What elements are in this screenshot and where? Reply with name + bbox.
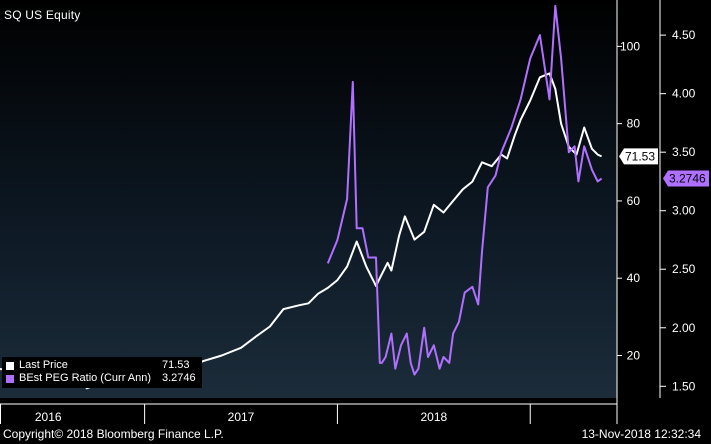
plot-background	[0, 0, 617, 398]
legend-value: 3.2746	[162, 372, 196, 384]
x-tick-label: 2017	[228, 410, 255, 424]
tag-shape	[663, 170, 709, 187]
tag-shape	[619, 148, 658, 165]
last-price-tag: 71.53	[619, 148, 658, 165]
y-right-tick-label: 3.50	[672, 145, 696, 159]
legend-swatch-peg-ratio	[6, 374, 14, 383]
legend-item-peg-ratio: BEst PEG Ratio (Curr Ann) 3.2746	[6, 372, 196, 385]
legend-label: BEst PEG Ratio (Curr Ann)	[19, 372, 152, 384]
y-right-tick-label: 4.50	[672, 28, 696, 42]
copyright-text: Copyright© 2018 Bloomberg Finance L.P.	[3, 427, 224, 441]
x-tick-label: 2018	[420, 410, 447, 424]
peg-ratio-tag: 3.2746	[663, 170, 709, 187]
y-left-tick-label: 100	[620, 39, 640, 53]
timestamp-text: 13-Nov-2018 12:32:34	[581, 427, 701, 441]
y-right-tick-label: 2.50	[672, 262, 696, 276]
y-right-tick-label: 2.00	[672, 321, 696, 335]
y-right-tick-label: 4.00	[672, 87, 696, 101]
legend-value: 71.53	[162, 359, 190, 371]
series-line-peg-ratio	[326, 4, 603, 376]
legend: Last Price 71.53 BEst PEG Ratio (Curr An…	[2, 357, 202, 388]
tag-label: 3.2746	[669, 172, 706, 186]
tag-label: 71.53	[625, 149, 655, 163]
chart-title: SQ US Equity	[4, 8, 81, 22]
y-left-tick-label: 60	[627, 194, 641, 208]
legend-item-last-price: Last Price 71.53	[6, 359, 196, 372]
y-left-tick-label: 80	[627, 117, 641, 131]
y-right-tick-label: 3.00	[672, 204, 696, 218]
y-right-tick-label: 1.50	[672, 379, 696, 393]
legend-swatch-last-price	[6, 361, 14, 370]
y-left-tick-label: 20	[627, 348, 641, 362]
x-tick-label: 2016	[35, 410, 62, 424]
y-left-tick-label: 40	[627, 271, 641, 285]
legend-label: Last Price	[19, 359, 68, 371]
